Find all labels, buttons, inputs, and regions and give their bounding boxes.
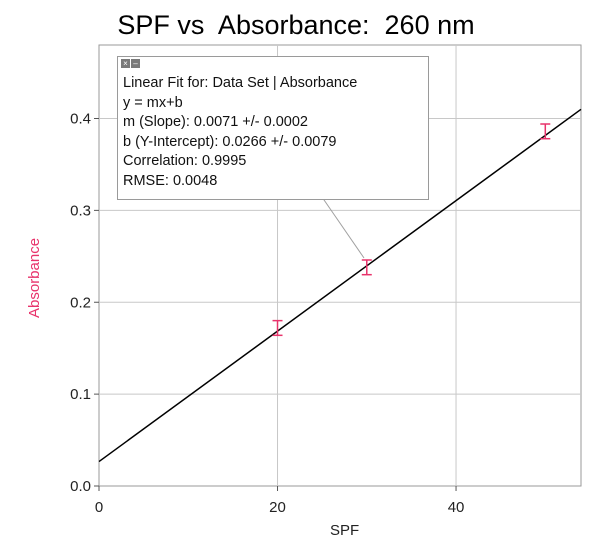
- fit-box-leader: [321, 196, 365, 259]
- x-axis-label: SPF: [330, 522, 360, 539]
- minimize-icon[interactable]: –: [131, 59, 140, 68]
- x-tick-label: 0: [95, 499, 103, 516]
- y-tick-label: 0.3: [70, 202, 91, 219]
- fit-box-line: y = mx+b: [123, 94, 183, 111]
- fit-box-line: Correlation: 0.9995: [123, 153, 247, 169]
- close-icon[interactable]: ×: [121, 59, 130, 68]
- plot-area: [98, 44, 582, 487]
- fit-box-line: m (Slope): 0.0071 +/- 0.0002: [123, 114, 308, 130]
- fit-box-line: Linear Fit for: Data Set | Absorbance: [123, 75, 358, 91]
- linear-fit-box[interactable]: × – Linear Fit for: Data Set | Absorbanc…: [117, 56, 429, 200]
- fit-box-line: b (Y-Intercept): 0.0266 +/- 0.0079: [123, 133, 337, 150]
- fit-box-line: RMSE: 0.0048: [123, 172, 218, 189]
- y-axis-label: Absorbance: [26, 237, 43, 318]
- y-tick-label: 0.1: [70, 386, 91, 403]
- x-tick-label: 20: [269, 499, 286, 516]
- y-tick-label: 0.4: [70, 111, 91, 128]
- chart-title: SPF vs Absorbance: 260 nm: [117, 10, 475, 40]
- fit-box-controls[interactable]: × –: [121, 59, 140, 68]
- y-tick-label: 0.0: [70, 478, 91, 495]
- fit-line: [98, 108, 582, 463]
- y-tick-label: 0.2: [70, 294, 91, 311]
- x-tick-label: 40: [448, 499, 465, 516]
